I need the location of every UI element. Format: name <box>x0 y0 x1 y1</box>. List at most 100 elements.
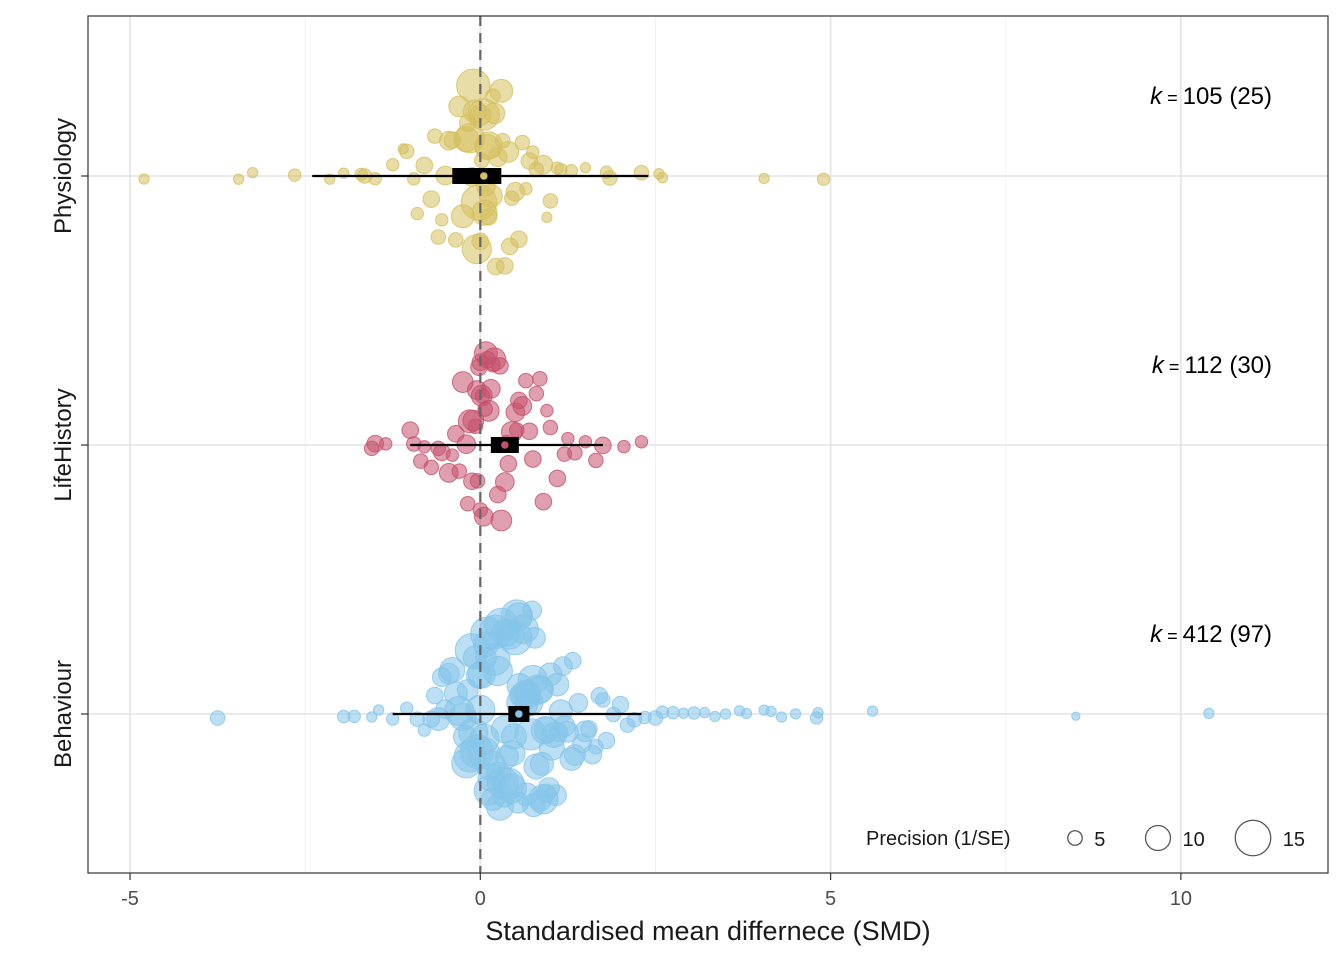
effect-point <box>698 706 711 719</box>
x-tick-label: 0 <box>475 888 486 910</box>
effect-point <box>400 701 414 716</box>
effect-point <box>561 431 575 446</box>
effect-point <box>386 712 400 726</box>
effect-point <box>491 618 520 647</box>
effect-point <box>448 232 464 248</box>
effect-point <box>386 157 400 172</box>
effect-point <box>494 472 515 492</box>
effect-point <box>458 114 477 132</box>
effect-point <box>506 673 533 700</box>
effect-point <box>550 161 565 175</box>
effect-point <box>209 710 226 726</box>
effect-point <box>232 173 245 185</box>
effect-point <box>524 450 542 468</box>
effect-point <box>499 740 526 767</box>
effect-point <box>521 793 546 818</box>
k-label: k = 112 (30) <box>1152 352 1272 379</box>
panel-border <box>87 15 1329 874</box>
effect-point <box>512 396 533 416</box>
effect-point <box>540 403 554 418</box>
effect-point <box>617 439 631 454</box>
effect-point <box>246 166 259 179</box>
effect-point <box>666 706 680 720</box>
effect-point <box>438 130 459 151</box>
grid-layer <box>81 16 1328 880</box>
effect-point <box>471 199 498 226</box>
effect-point <box>368 171 382 186</box>
effect-point <box>634 435 649 449</box>
effect-point <box>474 388 491 404</box>
effect-point <box>474 131 503 160</box>
text-layer: -5 0 5 10 Physiology k = 105 (25) LifeHistory k… <box>50 83 1272 910</box>
effect-point <box>719 708 732 720</box>
effect-point <box>451 463 468 479</box>
effect-point <box>287 168 302 182</box>
effect-point <box>548 699 573 724</box>
effect-point <box>417 440 431 454</box>
effect-point <box>467 418 484 435</box>
effect-point <box>401 421 420 439</box>
effect-point <box>407 172 421 186</box>
effect-point <box>816 172 831 186</box>
legend-key-label: 10 <box>1183 829 1205 851</box>
effect-point <box>528 385 545 402</box>
effect-point <box>379 437 393 451</box>
effect-point <box>709 710 721 723</box>
effect-point <box>397 143 409 155</box>
effect-point <box>533 154 554 175</box>
effect-point <box>430 440 447 457</box>
effect-point <box>500 237 519 256</box>
effect-point <box>580 720 598 738</box>
legend-key-circle <box>1144 824 1172 852</box>
point-estimate <box>500 440 510 450</box>
effect-point <box>473 506 494 527</box>
effect-point <box>633 164 650 181</box>
effect-point <box>477 763 506 792</box>
effect-point <box>563 651 582 670</box>
effect-point <box>524 626 546 649</box>
effect-point <box>866 705 879 717</box>
x-axis-title: Standardised mean differnece (SMD) <box>485 916 930 946</box>
effect-point <box>459 495 476 512</box>
effect-point <box>789 708 802 720</box>
effect-point <box>775 711 788 723</box>
effect-point <box>508 422 525 438</box>
effect-point <box>522 600 543 621</box>
effect-point <box>456 68 491 103</box>
x-tick-label: 10 <box>1170 888 1192 910</box>
effect-point <box>138 173 150 185</box>
effect-point <box>477 401 493 417</box>
effect-point <box>812 707 824 719</box>
effect-point <box>579 162 592 174</box>
effect-point <box>491 357 509 375</box>
effect-point <box>499 454 518 473</box>
effect-point <box>519 182 533 196</box>
effect-point <box>530 751 554 776</box>
effect-point <box>486 257 505 276</box>
effect-point <box>534 492 553 511</box>
confidence-interval <box>452 168 502 184</box>
x-tick-label: 5 <box>825 888 836 910</box>
effect-point <box>548 722 569 743</box>
effect-point <box>483 102 506 125</box>
effect-point <box>373 704 385 716</box>
k-label: k = 412 (97) <box>1150 621 1272 648</box>
effect-point <box>439 656 466 683</box>
effect-point <box>489 78 514 103</box>
effect-point <box>1203 707 1215 720</box>
effect-point <box>548 469 567 488</box>
effect-point <box>758 172 770 185</box>
effect-point <box>687 706 701 720</box>
effect-point <box>578 435 593 449</box>
effect-point <box>541 211 553 223</box>
effect-point <box>588 739 604 755</box>
effect-point <box>518 372 534 389</box>
effect-point <box>595 692 611 708</box>
effect-point <box>567 445 583 461</box>
effect-point <box>469 723 500 755</box>
effect-point <box>677 707 690 719</box>
effect-point <box>611 695 630 714</box>
effect-point <box>347 709 361 724</box>
estimate-layer <box>312 168 649 722</box>
